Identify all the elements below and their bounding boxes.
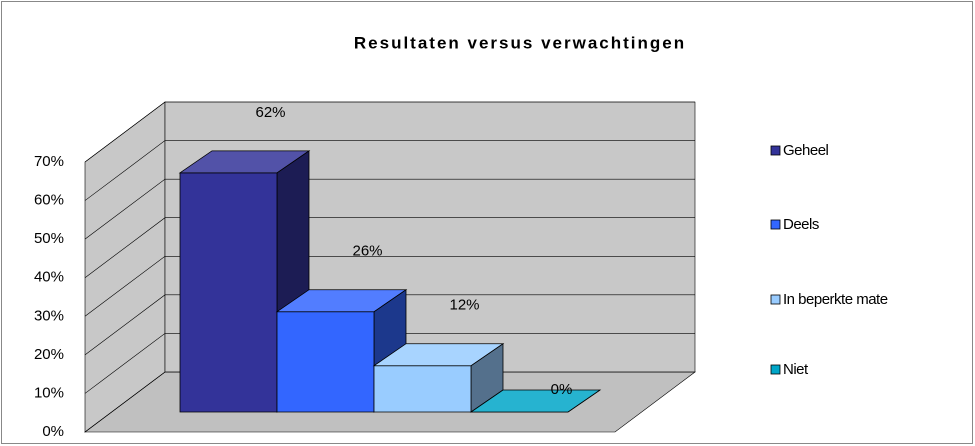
grid-line: [84, 217, 695, 278]
grid-line: [84, 101, 695, 163]
bar-top: [469, 389, 602, 413]
y-tick-label: 30%: [34, 307, 64, 324]
legend-label: Deels: [783, 216, 819, 233]
legend-label: In beperkte mate: [783, 291, 888, 308]
legend-swatch: [770, 294, 781, 305]
data-label: 12%: [449, 297, 479, 314]
legend-label: Geheel: [783, 142, 829, 159]
legend-label: Niet: [783, 361, 809, 378]
chart-title: Resultaten versus verwachtingen: [354, 33, 686, 52]
bar-front: [373, 365, 472, 413]
legend-swatch: [770, 364, 781, 375]
y-tick-label: 70%: [34, 153, 64, 170]
y-tick-label: 60%: [34, 192, 64, 209]
grid-line: [84, 333, 695, 394]
bar-front: [179, 172, 278, 413]
grid-line: [84, 371, 695, 433]
data-label: 62%: [255, 104, 285, 121]
y-tick-label: 50%: [34, 230, 64, 247]
grid-line: [84, 140, 695, 201]
bar-top: [178, 150, 311, 174]
data-label: 0%: [551, 381, 573, 398]
grid-line: [84, 294, 695, 356]
data-label: 26%: [352, 243, 382, 260]
legend-swatch: [770, 145, 781, 156]
legend-swatch: [770, 219, 781, 230]
y-tick-label: 40%: [34, 269, 64, 286]
bar-top: [275, 289, 408, 313]
bar-top: [372, 343, 505, 367]
y-tick-label: 20%: [34, 346, 64, 363]
bar-front: [276, 311, 375, 413]
y-tick-label: 10%: [34, 384, 64, 401]
grid-line: [84, 255, 695, 317]
grid-line: [84, 178, 695, 240]
y-tick-label: 0%: [42, 423, 64, 440]
